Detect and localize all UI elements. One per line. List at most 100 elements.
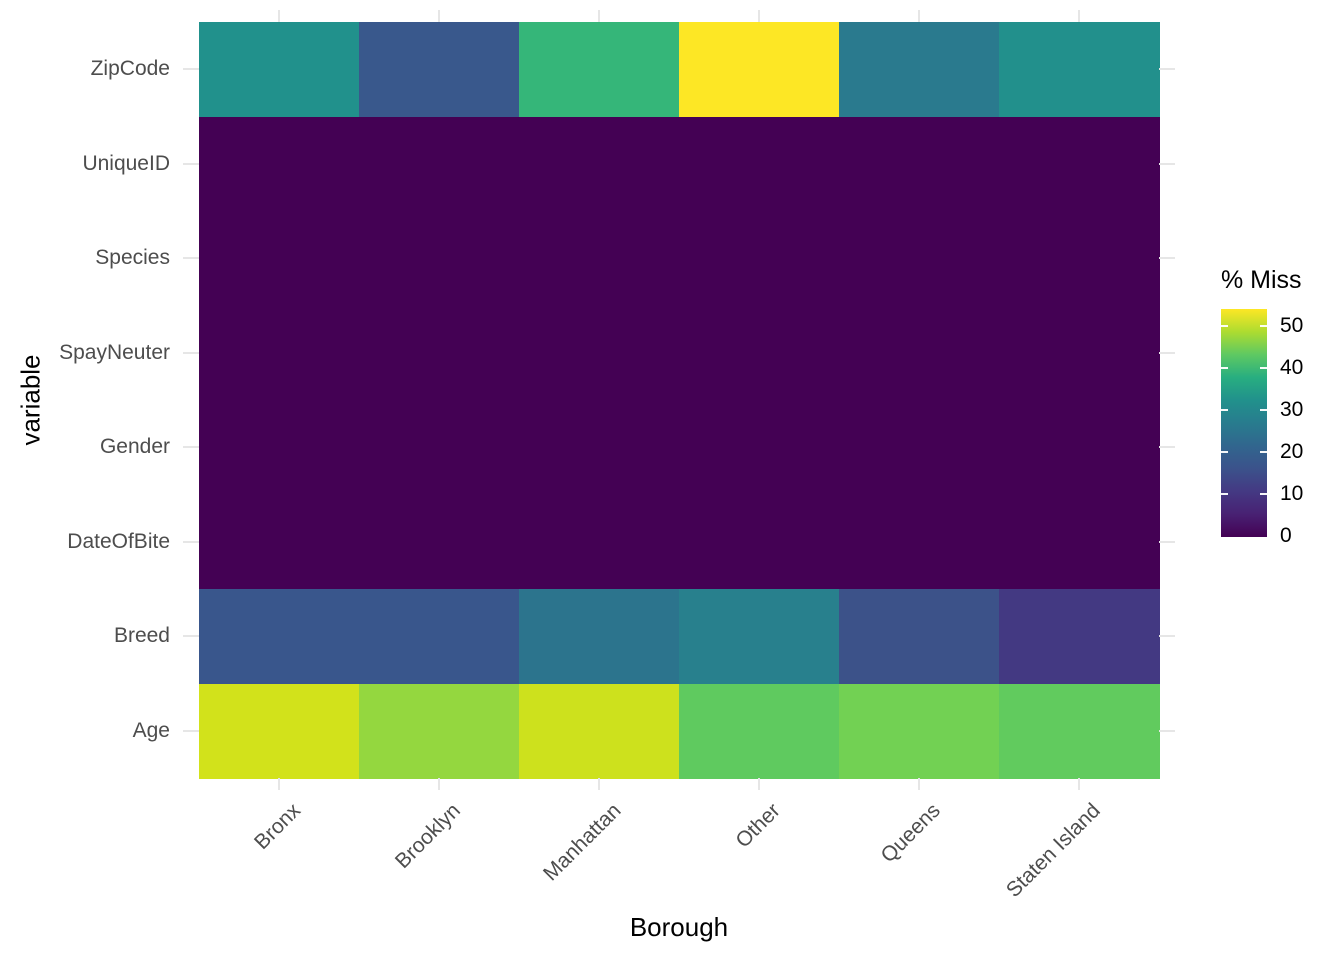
legend-tick-mark-left <box>1221 325 1228 327</box>
gridline-stub-right <box>1159 635 1175 638</box>
heatmap-cell-UniqueID-Other <box>679 116 840 212</box>
gridline-stub-left <box>183 635 199 638</box>
heatmap-cell-DateOfBite-Manhattan <box>519 494 680 590</box>
heatmap-cell-Species-Bronx <box>199 211 360 307</box>
heatmap-cell-DateOfBite-Queens <box>839 494 1000 590</box>
heatmap-cell-Species-Manhattan <box>519 211 680 307</box>
y-tick-label-Gender: Gender <box>99 435 170 459</box>
heatmap-cell-Breed-Brooklyn <box>359 589 520 685</box>
gridline-stub-bottom <box>278 778 280 790</box>
legend-gradient-bar <box>1221 309 1267 537</box>
legend-tick-label-50: 50 <box>1280 314 1304 337</box>
heatmap-cell-Breed-Other <box>679 589 840 685</box>
heatmap-cell-ZipCode-Manhattan <box>519 22 680 118</box>
gridline-stub-left <box>183 257 199 260</box>
x-tick-label-Queens: Queens <box>876 799 946 868</box>
legend-tick-mark-left <box>1221 367 1228 369</box>
heatmap-cell-ZipCode-Queens <box>839 22 1000 118</box>
heatmap-cell-DateOfBite-Staten Island <box>999 494 1160 590</box>
gridline-stub-left <box>183 162 199 165</box>
x-tick-label-Manhattan: Manhattan <box>538 799 626 886</box>
heatmap-cell-UniqueID-Bronx <box>199 116 360 212</box>
gridline-stub-left <box>183 68 199 71</box>
heatmap-cell-SpayNeuter-Other <box>679 305 840 401</box>
heatmap-cell-ZipCode-Bronx <box>199 22 360 118</box>
legend-tick-mark-right <box>1260 493 1267 495</box>
gridline-stub-top <box>278 10 280 22</box>
heatmap-cell-DateOfBite-Other <box>679 494 840 590</box>
heatmap-cell-Species-Other <box>679 211 840 307</box>
legend-tick-mark-right <box>1260 325 1267 327</box>
x-tick-label-Other: Other <box>731 799 786 853</box>
heatmap-cell-UniqueID-Brooklyn <box>359 116 520 212</box>
gridline-stub-left <box>183 446 199 449</box>
gridline-stub-right <box>1159 68 1175 71</box>
heatmap-cell-Gender-Queens <box>839 400 1000 496</box>
legend-tick-label-40: 40 <box>1280 356 1304 379</box>
gridline-stub-right <box>1159 351 1175 354</box>
heatmap-cell-Age-Bronx <box>199 683 360 779</box>
gridline-stub-top <box>438 10 440 22</box>
heatmap-cell-Species-Brooklyn <box>359 211 520 307</box>
heatmap-cell-Gender-Other <box>679 400 840 496</box>
legend-tick-mark-right <box>1260 451 1267 453</box>
heatmap-cell-DateOfBite-Bronx <box>199 494 360 590</box>
y-tick-label-Breed: Breed <box>113 624 170 648</box>
x-tick-label-Brooklyn: Brooklyn <box>391 799 466 874</box>
legend-tick-mark-left <box>1221 409 1228 411</box>
x-tick-label-Bronx: Bronx <box>250 799 306 855</box>
heatmap-cell-Age-Other <box>679 683 840 779</box>
heatmap-cell-Age-Manhattan <box>519 683 680 779</box>
gridline-stub-bottom <box>758 778 760 790</box>
y-tick-label-UniqueID: UniqueID <box>82 151 170 175</box>
y-tick-label-SpayNeuter: SpayNeuter <box>59 340 170 364</box>
heatmap-cell-UniqueID-Queens <box>839 116 1000 212</box>
gridline-stub-top <box>918 10 920 22</box>
legend-title: % Miss <box>1221 266 1302 294</box>
heatmap-cell-Breed-Staten Island <box>999 589 1160 685</box>
heatmap-cell-Gender-Bronx <box>199 400 360 496</box>
gridline-stub-left <box>183 540 199 543</box>
gridline-stub-right <box>1159 162 1175 165</box>
gridline-stub-left <box>183 351 199 354</box>
gridline-stub-bottom <box>438 778 440 790</box>
heatmap-cell-SpayNeuter-Brooklyn <box>359 305 520 401</box>
heatmap-cell-Breed-Bronx <box>199 589 360 685</box>
heatmap-cell-Gender-Brooklyn <box>359 400 520 496</box>
x-axis-title: Borough <box>629 912 729 942</box>
heatmap-cell-Gender-Manhattan <box>519 400 680 496</box>
heatmap-cell-Age-Queens <box>839 683 1000 779</box>
y-tick-label-Age: Age <box>132 718 170 742</box>
y-tick-label-ZipCode: ZipCode <box>90 57 170 81</box>
heatmap-cell-ZipCode-Brooklyn <box>359 22 520 118</box>
legend-tick-label-20: 20 <box>1280 440 1304 463</box>
heatmap-cell-Age-Brooklyn <box>359 683 520 779</box>
heatmap-cell-Species-Staten Island <box>999 211 1160 307</box>
heatmap-cell-SpayNeuter-Manhattan <box>519 305 680 401</box>
y-axis-title: variable <box>15 354 46 446</box>
legend-tick-mark-left <box>1221 493 1228 495</box>
legend-tick-label-30: 30 <box>1280 398 1304 421</box>
heatmap-cell-ZipCode-Staten Island <box>999 22 1160 118</box>
gridline-stub-top <box>598 10 600 22</box>
legend-tick-mark-right <box>1260 409 1267 411</box>
gridline-stub-top <box>758 10 760 22</box>
heatmap-cell-ZipCode-Other <box>679 22 840 118</box>
heatmap-cell-UniqueID-Staten Island <box>999 116 1160 212</box>
gridline-stub-right <box>1159 446 1175 449</box>
gridline-stub-left <box>183 729 199 732</box>
gridline-stub-right <box>1159 257 1175 260</box>
heatmap-cell-Age-Staten Island <box>999 683 1160 779</box>
gridline-stub-right <box>1159 540 1175 543</box>
legend-tick-mark-left <box>1221 451 1228 453</box>
legend-tick-mark-right <box>1260 367 1267 369</box>
heatmap-cell-SpayNeuter-Staten Island <box>999 305 1160 401</box>
y-tick-label-Species: Species <box>95 246 170 270</box>
heatmap-cell-SpayNeuter-Queens <box>839 305 1000 401</box>
heatmap-cell-UniqueID-Manhattan <box>519 116 680 212</box>
heatmap-cell-SpayNeuter-Bronx <box>199 305 360 401</box>
gridline-stub-top <box>1078 10 1080 22</box>
gridline-stub-bottom <box>918 778 920 790</box>
legend-tick-label-10: 10 <box>1280 482 1304 505</box>
heatmap-cell-Species-Queens <box>839 211 1000 307</box>
